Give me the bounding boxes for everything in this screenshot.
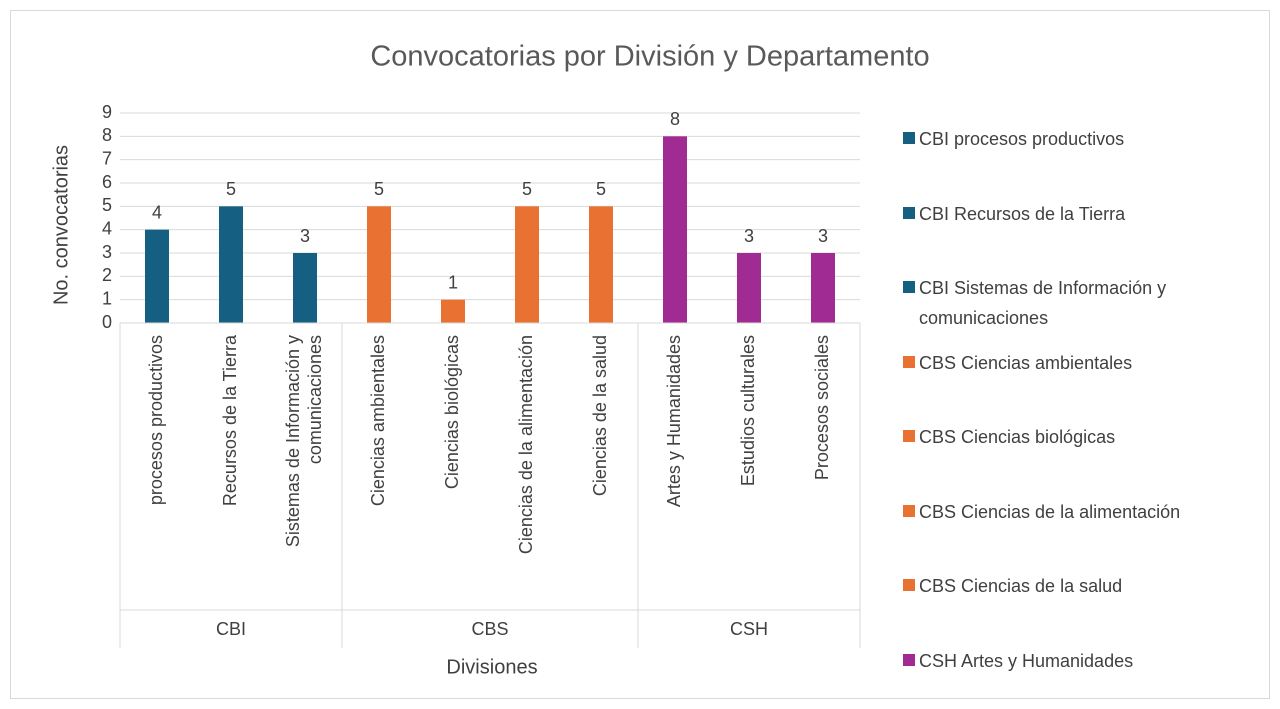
legend-label: CBI procesos productivos — [919, 129, 1125, 149]
y-tick-label: 2 — [102, 265, 112, 285]
x-axis-title: Divisiones — [446, 656, 537, 678]
x-tick-label: Artes y Humanidades — [664, 335, 684, 507]
x-tick-label: Sistemas de Información y comunicaciones — [283, 335, 325, 547]
legend-swatch — [903, 504, 915, 517]
chart-border — [10, 10, 1270, 699]
bar — [515, 206, 539, 323]
data-label: 8 — [670, 109, 680, 129]
x-tick-label: Estudios culturales — [738, 335, 758, 486]
group-label: CBS — [471, 619, 508, 639]
data-label: 5 — [596, 179, 606, 199]
y-tick-label: 9 — [102, 102, 112, 122]
legend-swatch — [903, 206, 915, 219]
x-tick-label: Ciencias ambientales — [368, 335, 388, 506]
legend-swatch — [903, 281, 915, 293]
group-label: CBI — [216, 619, 246, 639]
y-tick-label: 6 — [102, 172, 112, 192]
data-label: 3 — [818, 226, 828, 246]
data-label: 5 — [522, 179, 532, 199]
group-label: CSH — [730, 619, 768, 639]
y-axis-title: No. convocatorias — [50, 145, 72, 305]
bar — [145, 229, 169, 323]
data-label: 5 — [374, 179, 384, 199]
x-tick-label: Procesos sociales — [812, 335, 832, 480]
legend-swatch — [903, 132, 915, 144]
data-label: 4 — [152, 202, 162, 222]
bar — [293, 253, 317, 323]
y-tick-label: 0 — [102, 312, 112, 332]
legend-swatch — [903, 430, 915, 442]
x-tick-label: procesos productivos — [146, 335, 166, 505]
legend-item: CBS Ciencias de la salud — [903, 571, 1273, 601]
legend-label: CBI Sistemas de Información y comunicaci… — [919, 278, 1167, 328]
bar — [811, 253, 835, 323]
bar — [441, 299, 465, 323]
data-label: 3 — [744, 226, 754, 246]
y-tick-label: 1 — [102, 288, 112, 308]
y-tick-label: 4 — [102, 218, 112, 238]
legend-label: CSH Artes y Humanidades — [919, 650, 1134, 671]
legend-swatch — [903, 653, 915, 666]
x-tick-label: Ciencias de la alimentación — [516, 335, 536, 554]
bar — [219, 206, 243, 323]
x-tick-label: Ciencias biológicas — [442, 335, 462, 489]
bar — [589, 206, 613, 323]
data-label: 1 — [448, 272, 458, 292]
legend-item: CSH Artes y Humanidades — [903, 646, 1273, 676]
legend-item: CBI Recursos de la Tierra — [903, 199, 1273, 229]
bar — [663, 136, 687, 323]
x-tick-label: Ciencias de la salud — [590, 335, 610, 496]
legend-label: CBS Ciencias biológicas — [919, 427, 1116, 447]
y-tick-label: 8 — [102, 125, 112, 145]
y-tick-label: 3 — [102, 242, 112, 262]
legend-label: CBS Ciencias de la alimentación — [919, 501, 1181, 522]
legend-item: CBS Ciencias ambientales — [903, 348, 1273, 378]
legend-item: CBS Ciencias biológicas — [903, 422, 1273, 452]
data-label: 3 — [300, 226, 310, 246]
y-tick-label: 5 — [102, 195, 112, 215]
bar — [737, 253, 761, 323]
bar — [367, 206, 391, 323]
legend-item: CBI procesos productivos — [903, 124, 1273, 154]
legend-label: CBS Ciencias ambientales — [919, 352, 1133, 373]
legend-item: CBI Sistemas de Información y comunicaci… — [903, 273, 1273, 333]
legend-item: CBS Ciencias de la alimentación — [903, 497, 1273, 527]
legend-label: CBI Recursos de la Tierra — [919, 203, 1126, 224]
data-label: 5 — [226, 179, 236, 199]
x-tick-label: Recursos de la Tierra — [220, 334, 240, 506]
legend-swatch — [903, 355, 915, 368]
y-tick-label: 7 — [102, 148, 112, 168]
chart-title: Convocatorias por División y Departament… — [370, 41, 929, 73]
legend-swatch — [903, 579, 915, 591]
legend-label: CBS Ciencias de la salud — [919, 576, 1123, 596]
